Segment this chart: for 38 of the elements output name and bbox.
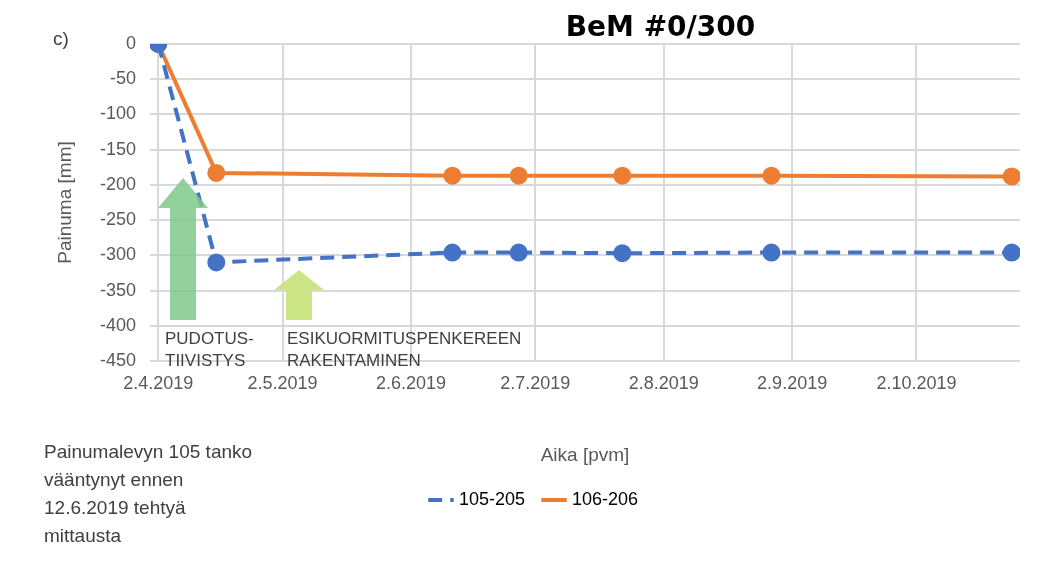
point xyxy=(762,243,781,262)
point xyxy=(443,166,462,185)
legend-label: 105-205 xyxy=(458,488,525,509)
y-tick-label: -200 xyxy=(99,173,136,194)
point xyxy=(613,166,632,185)
x-tick-label: 2.5.2019 xyxy=(247,372,318,393)
y-tick-label: -350 xyxy=(99,279,136,300)
annotation: ESIKUORMITUSPENKEREEN RAKENTAMINEN xyxy=(287,328,522,372)
x-tick-label: 2.7.2019 xyxy=(500,372,571,393)
x-tick-label: 2.9.2019 xyxy=(757,372,828,393)
x-axis-title: Aika [pvm] xyxy=(540,443,630,465)
point xyxy=(509,166,528,185)
text: c) xyxy=(53,28,69,50)
text: Painumalevyn 105 tanko vääntynyt ennen 12.6.2019 tehtyä mittausta xyxy=(44,440,253,548)
y-tick-label: -400 xyxy=(99,314,136,335)
point xyxy=(1002,243,1020,262)
y-tick-label: -250 xyxy=(99,209,136,230)
y-axis-title: Painuma [mm] xyxy=(53,141,75,264)
y-tick-label: -450 xyxy=(99,349,136,370)
legend-label: 106-206 xyxy=(572,488,639,509)
point xyxy=(762,166,781,185)
y-tick-label: -300 xyxy=(99,244,136,265)
point xyxy=(207,163,226,182)
x-tick-label: 2.6.2019 xyxy=(375,372,447,393)
y-tick-label: 0 xyxy=(125,32,136,53)
y-tick-label: -50 xyxy=(109,68,136,89)
point xyxy=(509,243,528,262)
x-tick-label: 2.4.2019 xyxy=(123,372,194,393)
point xyxy=(613,244,632,263)
y-tick-label: -150 xyxy=(99,138,136,159)
point xyxy=(1002,167,1020,186)
annotation: PUDOTUS- TIIVISTYS xyxy=(165,328,254,372)
y-tick-label: -100 xyxy=(99,103,136,124)
chart-title: BeM #0/300 xyxy=(565,10,756,43)
point xyxy=(443,243,462,262)
x-tick-label: 2.10.2019 xyxy=(876,372,957,393)
point xyxy=(207,253,226,272)
x-tick-label: 2.8.2019 xyxy=(628,372,699,393)
